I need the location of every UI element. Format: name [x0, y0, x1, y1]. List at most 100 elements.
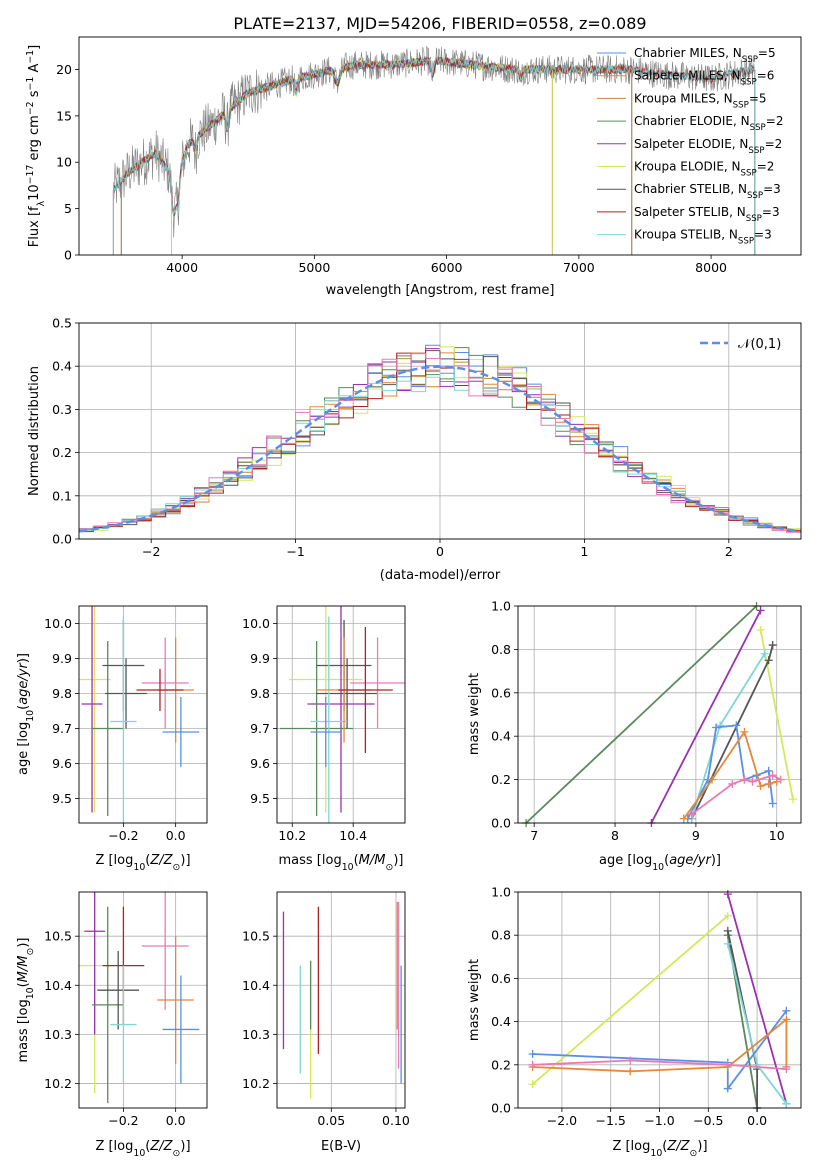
panel-mass_vs_Z: −0.2 0.0 10.2 10.3 10.4 10.5 Z [log10(Z/Z⊙)] ma… — [16, 891, 208, 1159]
y-axis-label: age [log10(age/yr)] — [16, 653, 36, 775]
x-tick-label: 8000 — [695, 260, 727, 275]
y-tick-label: 0.0 — [491, 816, 511, 831]
y-tick-label: 10.3 — [44, 1027, 72, 1042]
axes-frame — [276, 605, 406, 824]
legend-entry: 𝒩(0,1) — [738, 337, 781, 352]
x-tick-label: 4000 — [166, 260, 198, 275]
x-axis-label: E(B-V) — [321, 1139, 361, 1154]
y-tick-label: 0.5 — [52, 316, 72, 331]
data-point-marker — [760, 649, 769, 658]
x-tick-label: −1.5 — [596, 1113, 626, 1128]
legend-entry: Kroupa MILES, NSSP=5 — [634, 91, 767, 110]
axes-frame — [78, 605, 208, 824]
y-tick-label: 0.2 — [52, 445, 72, 460]
data-point-marker — [768, 641, 777, 650]
legend-entry: Chabrier ELODIE, NSSP=2 — [634, 114, 783, 133]
data-point-marker — [764, 766, 773, 775]
data-point-marker — [772, 777, 781, 786]
y-tick-label: 9.9 — [250, 651, 270, 666]
data-point-marker — [782, 1065, 791, 1074]
y-tick-label: 0.8 — [491, 642, 511, 657]
data-point-marker — [687, 810, 696, 819]
data-point-marker — [723, 926, 732, 935]
y-axis-label: mass [log10(M/M⊙)] — [16, 938, 36, 1063]
data-point-marker — [708, 775, 717, 784]
data-point-marker — [776, 775, 785, 784]
x-axis-label: Z [log10(Z/Z⊙)] — [95, 1139, 190, 1159]
x-tick-label: −1.0 — [644, 1113, 674, 1128]
y-axis-label: Normed distribution — [27, 366, 42, 496]
x-axis-label: (data-model)/error — [380, 568, 501, 583]
data-point-marker — [728, 779, 737, 788]
legend: Chabrier MILES, NSSP=5 Salpeter MILES, NS… — [597, 46, 783, 247]
y-tick-label: 1.0 — [491, 885, 511, 900]
y-tick-label: 9.8 — [52, 686, 72, 701]
x-tick-label: 7 — [530, 828, 538, 843]
y-tick-label: 0.4 — [491, 1014, 511, 1029]
data-point-marker — [528, 1080, 537, 1089]
legend-entry: Salpeter MILES, NSSP=6 — [634, 69, 774, 88]
figure-title: PLATE=2137, MJD=54206, FIBERID=0558, z=0… — [233, 14, 646, 33]
y-tick-label: 9.7 — [250, 721, 270, 736]
legend-entry: Salpeter STELIB, NSSP=3 — [634, 205, 780, 224]
x-tick-label: −0.5 — [693, 1113, 723, 1128]
y-tick-label: 9.5 — [52, 791, 72, 806]
series-line — [532, 1059, 787, 1070]
y-tick-label: 15 — [56, 108, 72, 123]
data-point-marker — [756, 606, 765, 615]
y-tick-label: 9.6 — [52, 756, 72, 771]
legend-entry: Kroupa STELIB, NSSP=3 — [634, 228, 772, 247]
x-tick-label: 6000 — [431, 260, 463, 275]
panel-residuals: −2 −1 0 1 2 0.0 0.1 0.2 0.3 0.4 0.5 (data-model)/er… — [27, 316, 802, 583]
y-tick-label: 0.4 — [491, 729, 511, 744]
data-point-marker — [768, 771, 777, 780]
data-point-marker — [764, 656, 773, 665]
axes-frame — [78, 891, 208, 1109]
data-point-marker — [768, 799, 777, 808]
x-tick-label: 0.0 — [166, 1113, 186, 1128]
data-point-marker — [782, 1006, 791, 1015]
normal-curve — [78, 365, 802, 533]
legend-entry: Chabrier MILES, NSSP=5 — [634, 46, 776, 65]
y-tick-label: 0.4 — [52, 359, 72, 374]
data-point-marker — [723, 1084, 732, 1093]
y-tick-label: 9.5 — [250, 791, 270, 806]
data-point-marker — [723, 890, 732, 899]
y-tick-label: 9.8 — [250, 686, 270, 701]
y-tick-label: 9.9 — [52, 651, 72, 666]
x-tick-label: 5000 — [298, 260, 330, 275]
y-tick-label: 10 — [56, 155, 72, 170]
panel-mass_weight_vs_Z: −2.0 −1.5 −1.0 −0.5 0.0 0.0 0.2 0.4 0.6 0.8 1.0 Z [… — [467, 885, 802, 1159]
y-tick-label: 10.4 — [242, 978, 270, 993]
histogram-pink — [79, 353, 801, 533]
data-point-marker — [740, 775, 749, 784]
data-point-marker — [782, 1015, 791, 1024]
panel-spectrum: 4000 5000 6000 7000 8000 0 5 10 15 20 wavelength [… — [25, 36, 802, 298]
legend: 𝒩(0,1) — [700, 337, 781, 352]
data-point-marker — [732, 721, 741, 730]
y-tick-label: 0.0 — [52, 532, 72, 547]
model-spectrum-salpeter-stelib — [112, 56, 755, 213]
y-tick-label: 0.1 — [52, 488, 72, 503]
y-tick-label: 10.2 — [242, 1076, 270, 1091]
y-tick-label: 20 — [56, 62, 72, 77]
series-line — [759, 629, 794, 800]
panel-mass_weight_vs_age: 7 8 9 10 0.0 0.2 0.4 0.6 0.8 1.0 age [log10(age/yr… — [467, 599, 802, 873]
x-tick-label: −0.2 — [108, 1113, 138, 1128]
y-tick-label: 1.0 — [491, 599, 511, 614]
data-point-marker — [528, 1050, 537, 1058]
x-tick-label: −1 — [286, 544, 304, 559]
x-tick-label: 9 — [692, 828, 700, 843]
data-point-marker — [748, 777, 757, 786]
panel-age_vs_Z: −0.2 0.0 9.5 9.6 9.7 9.8 9.9 10.0 Z [log10(Z/Z⊙)… — [16, 605, 208, 873]
data-point-marker — [528, 1060, 537, 1069]
data-point-marker — [782, 1099, 791, 1108]
x-tick-label: 0.10 — [382, 1113, 410, 1128]
data-point-marker — [626, 1056, 635, 1065]
x-axis-label: age [log10(age/yr)] — [599, 853, 721, 873]
y-axis-label: Flux [fλ10−17 erg cm−2 s−1 A−1] — [25, 45, 47, 247]
panel-age_vs_mass: 10.2 10.4 9.5 9.6 9.7 9.8 9.9 10.0 mass [log10(M… — [242, 605, 406, 873]
histogram-kroupa-stelib — [79, 366, 801, 533]
